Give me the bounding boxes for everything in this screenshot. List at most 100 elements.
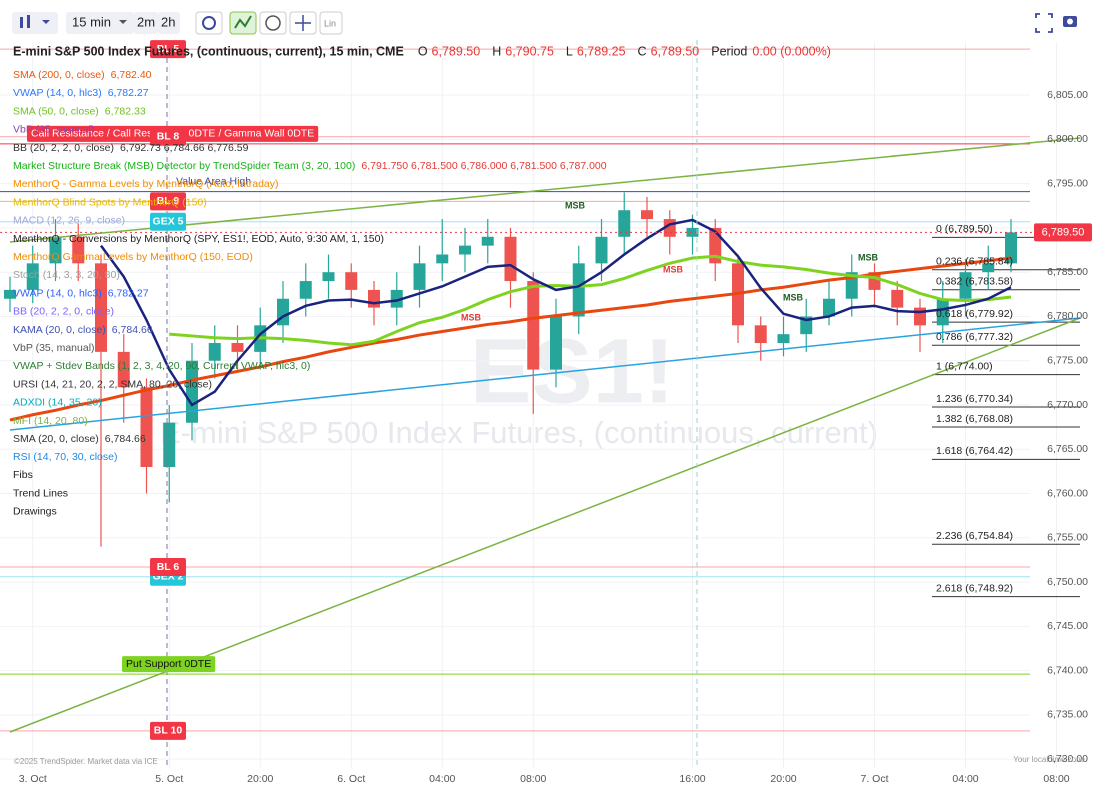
- tag-label: BL 10: [154, 725, 183, 737]
- candle-body: [117, 351, 130, 388]
- tag-label: BL 9: [157, 195, 180, 207]
- indicator-entry[interactable]: MenthorQ Blind Spots by MenthorQ (150): [13, 196, 207, 208]
- y-tick-label: 6,740.00: [1047, 664, 1088, 676]
- candle-body: [231, 343, 244, 352]
- y-tick-label: 6,780.00: [1047, 310, 1088, 322]
- x-tick-label: 20:00: [247, 773, 273, 785]
- replay-button[interactable]: [259, 11, 287, 35]
- last-price-box: [1034, 223, 1092, 242]
- tag-box: [150, 40, 186, 59]
- candle-body: [95, 263, 107, 352]
- indicator-label: VbP (35, manual): [13, 342, 95, 354]
- candle-body: [390, 289, 403, 308]
- indicator-label: BB (20, 2, 2, 0, close): [13, 142, 114, 154]
- indicator-entry[interactable]: MenthorQ Gamma Levels by MenthorQ (150, …: [13, 251, 253, 263]
- y-tick-label: 6,745.00: [1047, 620, 1088, 632]
- tag-box: [150, 127, 186, 146]
- chart-type-button[interactable]: [12, 12, 58, 34]
- indicator-entry[interactable]: KAMA (20, 0, close) 6,784.66: [13, 324, 153, 336]
- x-tick-label: 16:00: [679, 773, 705, 785]
- indicator-entry[interactable]: SMA (50, 0, close) 6,782.33: [13, 105, 146, 117]
- candle-body: [618, 210, 631, 237]
- indicator-value: 6,782.27: [108, 87, 149, 99]
- interval-button[interactable]: [66, 12, 134, 34]
- icon: [295, 15, 311, 31]
- indicator-label: Stoch (14, 3, 3, 20, 80): [13, 269, 120, 281]
- footer-timezone: Your local time zone: [1013, 755, 1085, 764]
- tag-box: [150, 721, 186, 740]
- interval-label: 15 min: [72, 14, 111, 29]
- indicator-entry[interactable]: BB (20, 2, 2, 0, close): [13, 305, 114, 317]
- indicator-entry[interactable]: MenthorQ - Conversions by MenthorQ (SPY,…: [13, 233, 384, 245]
- candle-body: [754, 325, 767, 344]
- candle-body: [277, 298, 289, 326]
- indicator-entry[interactable]: MenthorQ - Gamma Levels by MenthorQ (Aut…: [13, 178, 279, 190]
- indicator-entry[interactable]: MFI (14, 20, 80): [13, 415, 88, 427]
- tag-label: BL 5: [157, 43, 180, 55]
- indicator-entry[interactable]: VWAP + Stdev Bands (1, 2, 3, 4, 20, 90, …: [13, 360, 310, 372]
- indicator-entry[interactable]: VWAP (14, 0, hlc3) 6,782.27: [13, 287, 149, 299]
- range-label: 2h: [161, 14, 175, 29]
- indicator-entry[interactable]: VbP (35, manual): [13, 342, 95, 354]
- sidebar-item[interactable]: Drawings: [13, 506, 57, 518]
- header: E-mini S&P 500 Index Futures, (continuou…: [13, 44, 831, 58]
- indicator-label: URSI (14, 21, 20, 2, 2, SMA, 80, 20, clo…: [13, 378, 212, 390]
- range-button[interactable]: [134, 12, 158, 34]
- msb-label: MSB: [461, 312, 482, 322]
- candle-body: [186, 360, 198, 423]
- fib-label: 0.618 (6,779.92): [936, 308, 1013, 320]
- ohlc-key: L: [566, 44, 573, 58]
- candle-body: [709, 227, 722, 264]
- indicator-entry[interactable]: BB (20, 2, 2, 0, close) 6,792.73 6,784.66…: [13, 142, 249, 154]
- indicator-entry[interactable]: ADXDI (14, 35, 20): [13, 396, 102, 408]
- scale-button[interactable]: [319, 11, 343, 35]
- candle-body: [891, 289, 904, 308]
- indicator-value: 6,784.66: [105, 433, 146, 445]
- candle-body: [1005, 232, 1017, 264]
- fullscreen-button[interactable]: [1035, 13, 1053, 33]
- indicator-entry[interactable]: SMA (20, 0, close) 6,784.66: [13, 433, 146, 445]
- candle-body: [914, 307, 926, 326]
- indicator-label: BB (20, 2, 2, 0, close): [13, 305, 114, 317]
- ohlc-value: 6,789.50: [432, 44, 481, 58]
- x-tick-label: 5. Oct: [155, 773, 183, 785]
- fib-label: 0 (6,789.50): [936, 223, 993, 235]
- indicator-label: MenthorQ - Gamma Levels by MenthorQ (Aut…: [13, 178, 279, 190]
- range-button[interactable]: [158, 12, 180, 34]
- candle-body: [49, 236, 62, 264]
- candle-body: [72, 236, 85, 264]
- y-tick-label: 6,730.00: [1047, 753, 1088, 765]
- msb-label: MSB: [858, 252, 879, 262]
- indicator-label: KAMA (20, 0, close): [13, 324, 106, 336]
- sidebar-item[interactable]: Trend Lines: [13, 487, 68, 499]
- candle-body: [641, 210, 653, 220]
- toolbar: 15 min 2m 2h Lin: [0, 0, 1098, 40]
- candle-body: [550, 316, 562, 370]
- y-tick-label: 6,735.00: [1047, 709, 1088, 721]
- tag-label: BL 6: [157, 561, 180, 573]
- indicator-entry[interactable]: SMA (200, 0, close) 6,782.40: [13, 69, 152, 81]
- fib-label: 1 (6,774.00): [936, 360, 993, 372]
- y-tick-label: 6,750.00: [1047, 576, 1088, 588]
- indicator-label: SMA (20, 0, close): [13, 433, 99, 445]
- candle-body: [527, 281, 540, 370]
- indicator-label: MenthorQ Gamma Levels by MenthorQ (150, …: [13, 251, 253, 263]
- sidebar-item[interactable]: Fibs: [13, 469, 33, 481]
- scale-label: Lin: [324, 18, 336, 28]
- last-price-label: 6,789.50: [1042, 226, 1085, 238]
- trend-line: [9, 317, 1081, 431]
- ohlc-key: O: [418, 44, 428, 58]
- indicator-label: VWAP (14, 0, hlc3): [13, 287, 102, 299]
- indicator-entry[interactable]: VWAP (14, 0, hlc3) 6,782.27: [13, 87, 149, 99]
- indicator-entry[interactable]: URSI (14, 21, 20, 2, 2, SMA, 80, 20, clo…: [13, 378, 212, 390]
- indicator-entry[interactable]: MACD (12, 26, 9, close): [13, 214, 125, 226]
- overlay-line: [99, 218, 1012, 407]
- indicator-entry[interactable]: Market Structure Break (MSB) Detector by…: [13, 160, 607, 172]
- indicator-entry[interactable]: RSI (14, 70, 30, close): [13, 451, 117, 463]
- indicator-entry[interactable]: VbP (35, manual): [13, 123, 95, 135]
- tag-label: BL 8: [157, 131, 180, 143]
- indicator-entry[interactable]: Stoch (14, 3, 3, 20, 80): [13, 269, 120, 281]
- x-tick-label: 20:00: [770, 773, 796, 785]
- settings-button[interactable]: [195, 11, 223, 35]
